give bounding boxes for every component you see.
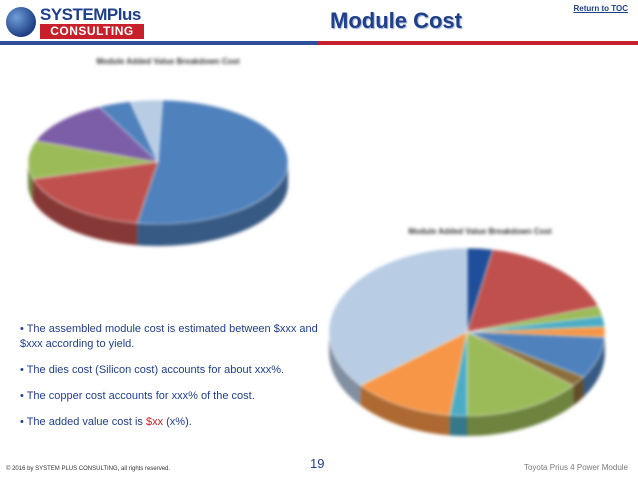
header-bar-red [318, 41, 638, 45]
bullet-dies-cost: • The dies cost (Silicon cost) accounts … [20, 364, 285, 376]
logo-text-bottom: CONSULTING [40, 24, 144, 39]
bullet-added-value-suffix: (x%). [163, 416, 192, 428]
header-bar-blue [0, 41, 318, 45]
bullet-added-value-prefix: • The added value cost is [20, 416, 146, 428]
pie-slice-side [329, 332, 361, 406]
copyright-notice: © 2016 by SYSTEM PLUS CONSULTING, all ri… [6, 466, 171, 472]
pie-slice [129, 99, 163, 163]
pie-slice [328, 247, 468, 386]
chart-title: Module Added Value Breakdown Cost [408, 227, 552, 236]
globe-icon [6, 7, 36, 37]
pie-slice [136, 99, 289, 225]
page-title: Module Cost [330, 8, 462, 33]
bullet-copper-cost: • The copper cost accounts for xxx% of t… [20, 390, 255, 402]
pie-slice [466, 249, 599, 333]
pie-slice [466, 331, 574, 417]
pie-slice [35, 106, 159, 163]
bullet-list: • The assembled module cost is estimated… [20, 322, 320, 441]
chart-title: Module Added Value Breakdown Cost [96, 57, 240, 66]
pie-slice [27, 140, 159, 180]
logo-text-top: SYSTEMPlus [40, 5, 141, 24]
company-logo: SYSTEMPlus CONSULTING [6, 5, 144, 41]
pie-slice-side [33, 179, 138, 246]
page-number: 19 [310, 456, 325, 471]
pie-chart-module-breakdown-2: Module Added Value Breakdown Cost [328, 227, 606, 436]
pie-chart-module-breakdown-1: Module Added Value Breakdown Cost [27, 57, 289, 246]
return-to-toc-link[interactable]: Return to TOC [573, 4, 628, 13]
pie-slice-side [573, 377, 584, 406]
document-title: Toyota Prius 4 Power Module [523, 463, 628, 472]
pie-slice-side [360, 385, 450, 436]
bullet-module-cost: • The assembled module cost is estimated… [20, 323, 318, 350]
added-value-amount: $xx [145, 416, 164, 428]
pie-slice [32, 161, 159, 224]
pie-slice [360, 331, 468, 416]
pie-slice-side [583, 337, 605, 398]
pie-slice-side [449, 415, 467, 436]
pie-slice-side [467, 385, 574, 436]
bullet-added-value: • The added value cost is $xx (x%). [20, 415, 320, 430]
pie-slice-side [137, 162, 288, 246]
